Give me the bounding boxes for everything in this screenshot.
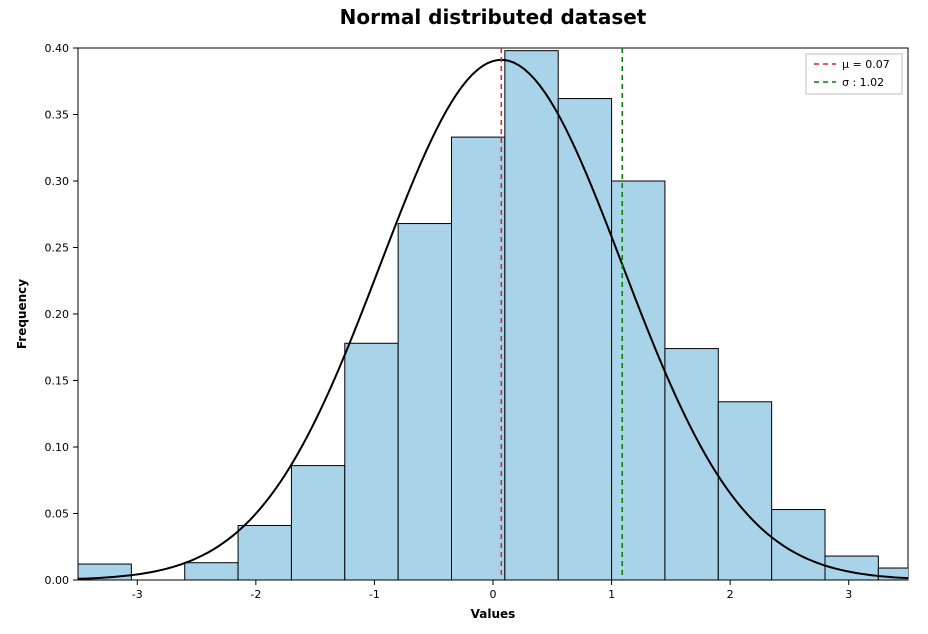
- y-tick-label: 0.05: [45, 508, 70, 521]
- chart-title: Normal distributed dataset: [340, 5, 647, 29]
- y-tick-label: 0.15: [45, 375, 70, 388]
- histogram-bar: [398, 224, 451, 580]
- chart-svg: Normal distributed dataset -3 -2 -1 0 1 2 3 0.00…: [0, 0, 928, 634]
- y-tick-label: 0.00: [45, 574, 70, 587]
- x-tick-label: -3: [132, 588, 143, 601]
- y-tick-label: 0.35: [45, 109, 70, 122]
- histogram-bar: [185, 563, 238, 580]
- x-tick-label: -2: [250, 588, 261, 601]
- histogram-bar: [291, 466, 344, 580]
- legend: μ = 0.07 σ : 1.02: [806, 54, 902, 94]
- figure: Normal distributed dataset -3 -2 -1 0 1 2 3 0.00…: [0, 0, 928, 634]
- legend-mean-label: μ = 0.07: [842, 58, 890, 71]
- histogram-bar: [345, 343, 398, 580]
- y-tick-label: 0.40: [45, 42, 70, 55]
- histogram-bar: [505, 51, 558, 580]
- x-tick-label: 3: [845, 588, 852, 601]
- x-tick-label: 2: [727, 588, 734, 601]
- x-tick-label: 0: [490, 588, 497, 601]
- x-axis-label: Values: [471, 607, 516, 621]
- histogram-bar: [452, 137, 505, 580]
- y-axis-label: Frequency: [15, 279, 29, 349]
- y-tick-label: 0.10: [45, 441, 70, 454]
- histogram-bar: [238, 525, 291, 580]
- histogram-bar: [718, 402, 771, 580]
- histogram-bar: [772, 510, 825, 580]
- y-tick-label: 0.25: [45, 242, 70, 255]
- x-tick-label: 1: [608, 588, 615, 601]
- y-tick-label: 0.20: [45, 308, 70, 321]
- legend-sigma-label: σ : 1.02: [842, 76, 884, 89]
- x-tick-label: -1: [369, 588, 380, 601]
- y-tick-label: 0.30: [45, 175, 70, 188]
- histogram-bar: [612, 181, 665, 580]
